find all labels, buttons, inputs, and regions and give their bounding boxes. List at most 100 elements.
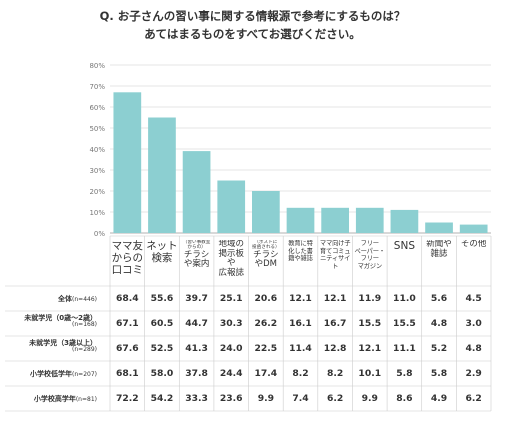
- row-group-name: 全体: [58, 295, 73, 303]
- table-cell: 15.5: [358, 318, 382, 329]
- table-cell: 11.4: [289, 343, 312, 354]
- table-cell: 12.1: [323, 293, 347, 304]
- y-tick-label: 60%: [89, 104, 105, 112]
- table-cell: 12.8: [323, 343, 347, 354]
- table-cell: 3.0: [465, 318, 482, 329]
- category-label: ママ友 からの 口コミ: [111, 240, 144, 284]
- table-cell: 17.4: [254, 368, 278, 379]
- table-row-label: 小学校高学年(n=81): [2, 394, 97, 404]
- chart-title-line-1: Q. お子さんの習い事に関する情報源で参考にするものは？: [99, 9, 406, 23]
- y-tick-label: 0%: [94, 230, 105, 238]
- table-cell: 12.1: [289, 293, 312, 304]
- y-tick-label: 80%: [89, 62, 105, 70]
- category-text: フリー ペーパー・ フリー マガジン: [354, 240, 386, 270]
- y-tick-label: 20%: [89, 188, 105, 196]
- category-label: ママ向け子 育てコミュ ニティサイ ト: [319, 240, 352, 284]
- table-cell: 4.8: [430, 318, 448, 329]
- bar: [252, 191, 280, 233]
- table-cell: 4.5: [465, 293, 482, 304]
- table-cell: 23.6: [219, 393, 243, 404]
- table-cell: 20.6: [254, 293, 278, 304]
- category-label: フリー ペーパー・ フリー マガジン: [353, 240, 386, 284]
- table-cell: 2.9: [465, 368, 482, 379]
- y-tick-label: 40%: [89, 146, 105, 154]
- row-group-name: 小学校高学年: [33, 395, 76, 403]
- table-cell: 4.8: [465, 343, 482, 354]
- category-text: チラシ や案内: [183, 249, 210, 270]
- y-tick-label: 50%: [89, 125, 105, 133]
- table-cell: 11.9: [358, 293, 382, 304]
- table-cell: 25.1: [219, 293, 243, 304]
- table-cell: 10.1: [358, 368, 382, 379]
- table-cell: 68.1: [115, 368, 139, 379]
- category-text: 地域の 掲示板や 広報誌: [218, 240, 244, 278]
- table-cell: 22.5: [254, 343, 278, 354]
- table-cell: 44.7: [185, 318, 208, 329]
- table-cell: 60.5: [150, 318, 174, 329]
- table-cell: 6.2: [465, 393, 482, 404]
- table-cell: 26.2: [254, 318, 278, 329]
- category-text: 教育に特 化した書 籍や雑誌: [288, 240, 313, 263]
- table-cell: 16.1: [289, 318, 312, 329]
- category-text: チラシ やDM: [253, 249, 279, 270]
- category-label: その他: [457, 240, 490, 284]
- table-cell: 5.2: [430, 343, 448, 354]
- table-cell: 12.1: [358, 343, 382, 354]
- table-cell: 54.2: [150, 393, 174, 404]
- category-label: 新聞や 雑誌: [423, 240, 456, 284]
- table-cell: 30.3: [219, 318, 243, 329]
- table-cell: 55.6: [150, 293, 174, 304]
- table-cell: 5.6: [430, 293, 448, 304]
- category-text: ネット 検索: [146, 240, 178, 265]
- category-label: 地域の 掲示板や 広報誌: [215, 240, 248, 284]
- bar: [217, 180, 246, 233]
- table-cell: 15.5: [393, 318, 416, 329]
- bars: [113, 92, 488, 233]
- table-cell: 16.7: [323, 318, 347, 329]
- y-tick-label: 70%: [89, 83, 105, 91]
- table-row-label: 小学校低学年(n=207): [2, 369, 97, 379]
- table-cell: 67.1: [115, 318, 139, 329]
- y-tick-label: 10%: [89, 209, 105, 217]
- table-cell: 68.4: [115, 293, 139, 304]
- category-note: （ポストに 投函される）: [252, 240, 280, 251]
- table-cell: 33.3: [185, 393, 208, 404]
- row-sample-size: (n=207): [72, 371, 97, 378]
- bar: [286, 207, 315, 233]
- table-row-label: 未就学児（0歳〜2歳） (n=168): [2, 314, 97, 329]
- category-label: 教育に特 化した書 籍や雑誌: [284, 240, 317, 284]
- bar: [321, 207, 349, 233]
- table-cell: 5.8: [396, 368, 413, 379]
- table-cell: 6.2: [326, 393, 344, 404]
- bar: [182, 151, 211, 233]
- table-cell: 58.0: [150, 368, 174, 379]
- category-text: 新聞や 雑誌: [426, 240, 452, 259]
- table-cell: 8.6: [396, 393, 413, 404]
- table-row-label: 未就学児（3歳以上） (n=289): [2, 339, 97, 354]
- category-label: （ポストに 投函される） チラシ やDM: [250, 240, 283, 284]
- table-cell: 67.6: [115, 343, 139, 354]
- table-cell: 9.9: [257, 393, 274, 404]
- row-sample-size: (n=81): [75, 396, 97, 403]
- table-cell: 7.4: [292, 393, 309, 404]
- row-group-name: 小学校低学年: [30, 370, 73, 378]
- category-text: その他: [460, 240, 487, 249]
- table-cell: 39.7: [185, 293, 208, 304]
- table-cell: 8.2: [326, 368, 344, 379]
- category-text: ママ向け子 育てコミュ ニティサイ ト: [319, 240, 351, 270]
- category-label: ネット 検索: [146, 240, 179, 284]
- bar: [459, 224, 488, 233]
- table-cell: 8.2: [292, 368, 309, 379]
- bar: [390, 209, 419, 233]
- row-group-name: 未就学児（3歳以上）: [29, 339, 97, 347]
- row-sample-size: (n=168): [72, 321, 97, 329]
- row-sample-size: (n=446): [72, 296, 97, 303]
- bar: [355, 207, 384, 233]
- table-cell: 24.0: [219, 343, 243, 354]
- table-cell: 11.0: [393, 293, 416, 304]
- category-label: SNS: [388, 240, 421, 284]
- table-cell: 41.3: [185, 343, 208, 354]
- chart-title-line-2: あてはまるものをすべてお選びください。: [144, 27, 361, 41]
- bar: [113, 92, 142, 233]
